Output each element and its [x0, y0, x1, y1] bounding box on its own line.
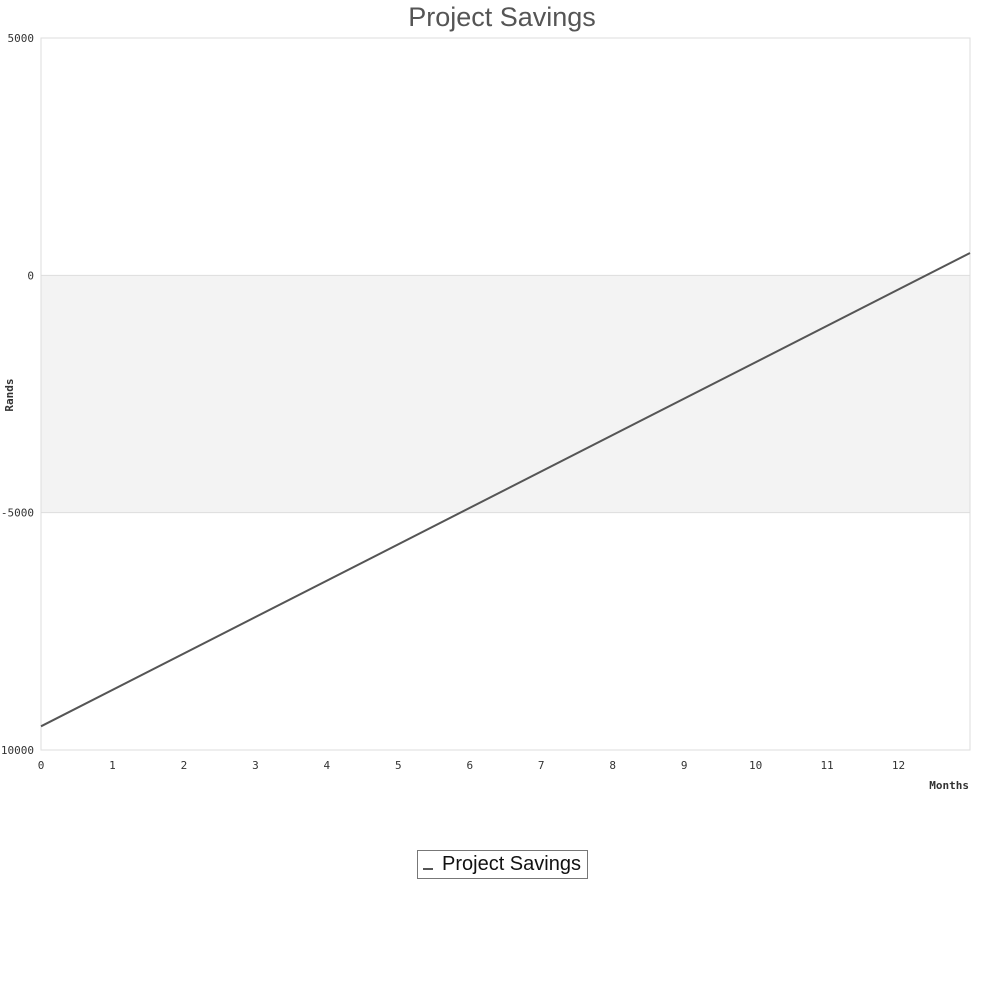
x-tick-label: 5: [395, 759, 402, 772]
series-line: [40, 252, 971, 728]
y-axis-label: Rands: [3, 378, 16, 411]
plot-border: [40, 37, 971, 751]
x-tick-label: 3: [252, 759, 259, 772]
series-layer: [40, 252, 971, 728]
plot-area: [40, 37, 971, 751]
y-tick-label: 5000: [8, 32, 35, 45]
x-tick-label: 1: [109, 759, 116, 772]
x-tick-label: 2: [181, 759, 188, 772]
x-tick-label: 4: [324, 759, 331, 772]
chart-title: Project Savings: [408, 2, 596, 32]
x-axis: 0 1 2 3 4 5 6 7 8 9 10 11 12: [38, 759, 905, 772]
x-tick-label: 12: [892, 759, 905, 772]
legend-label: Project Savings: [442, 853, 581, 875]
x-tick-label: 0: [38, 759, 45, 772]
x-tick-label: 9: [681, 759, 688, 772]
shaded-band: [41, 275, 970, 513]
x-tick-label: 6: [466, 759, 473, 772]
y-tick-label: 0: [27, 269, 34, 282]
legend: Project Savings: [417, 850, 588, 879]
x-tick-label: 7: [538, 759, 545, 772]
x-axis-label: Months: [929, 779, 969, 792]
y-axis: 5000 0 -5000 -10000: [0, 32, 34, 757]
legend-swatch: [423, 868, 433, 870]
y-tick-label: -10000: [0, 744, 34, 757]
x-tick-label: 11: [820, 759, 833, 772]
x-tick-label: 10: [749, 759, 762, 772]
y-tick-label: -5000: [1, 507, 34, 520]
x-tick-label: 8: [609, 759, 616, 772]
